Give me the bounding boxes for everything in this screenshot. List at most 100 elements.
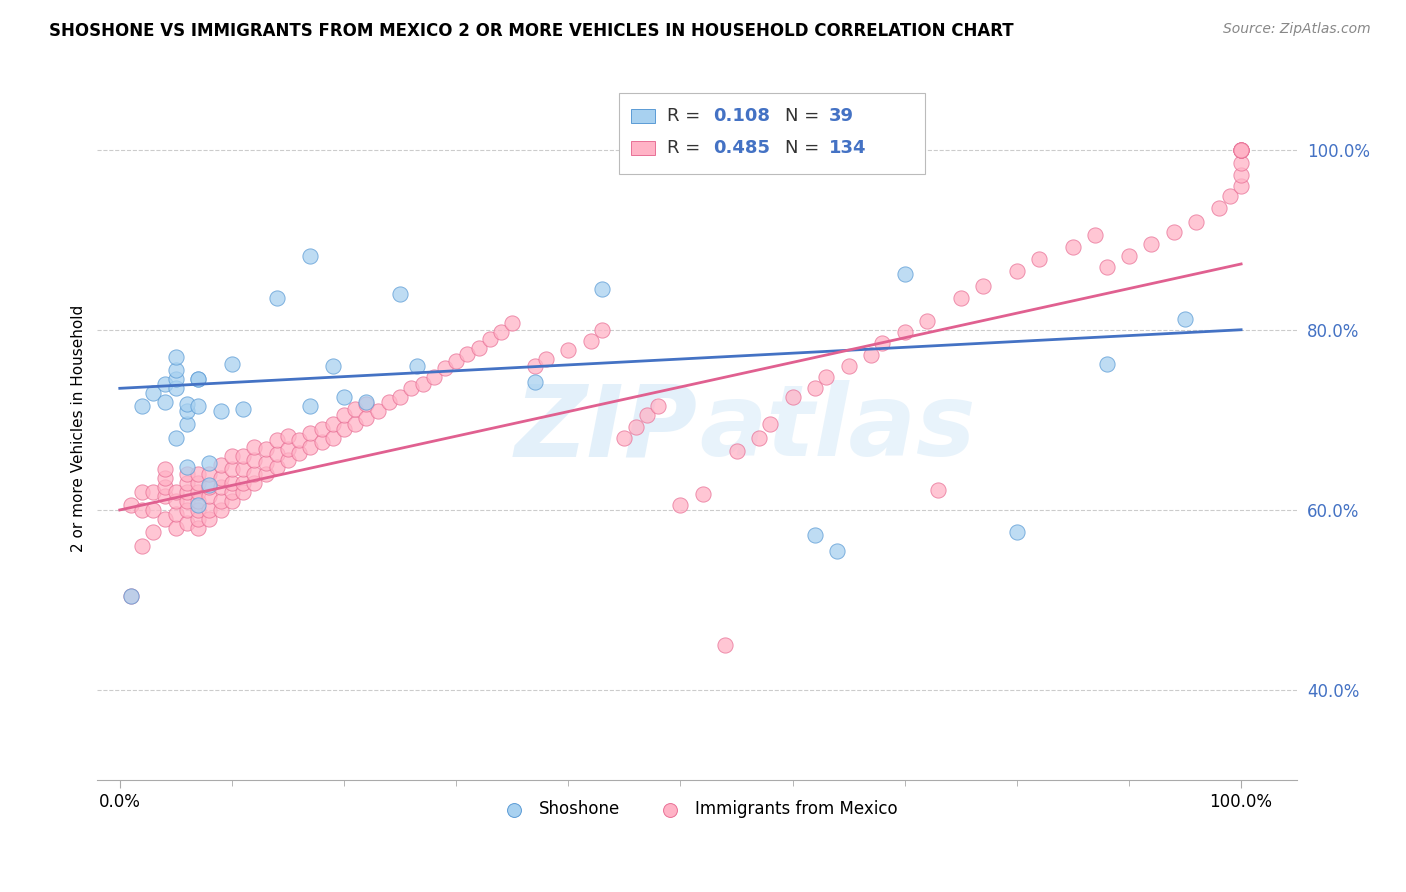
Point bbox=[647, 400, 669, 414]
Point bbox=[153, 394, 176, 409]
Point bbox=[1095, 357, 1118, 371]
Point bbox=[523, 375, 546, 389]
FancyBboxPatch shape bbox=[619, 93, 925, 174]
Point bbox=[782, 390, 804, 404]
Point bbox=[1185, 214, 1208, 228]
Point bbox=[277, 442, 299, 456]
Point bbox=[221, 494, 243, 508]
Legend: Shoshone, Immigrants from Mexico: Shoshone, Immigrants from Mexico bbox=[491, 793, 904, 825]
Point bbox=[266, 433, 288, 447]
Point bbox=[636, 409, 658, 423]
Point bbox=[1219, 189, 1241, 203]
Point bbox=[176, 417, 198, 432]
Point bbox=[613, 431, 636, 445]
Point bbox=[243, 467, 266, 481]
Point bbox=[299, 400, 322, 414]
Point bbox=[232, 449, 254, 463]
Point bbox=[142, 385, 165, 400]
Point bbox=[433, 360, 456, 375]
Point bbox=[692, 487, 714, 501]
Text: 134: 134 bbox=[830, 139, 866, 157]
Point bbox=[333, 409, 356, 423]
Point bbox=[591, 323, 613, 337]
Point bbox=[131, 503, 153, 517]
Point bbox=[838, 359, 860, 373]
Point bbox=[860, 348, 883, 362]
Point bbox=[333, 390, 356, 404]
Point bbox=[669, 499, 692, 513]
Point bbox=[243, 475, 266, 490]
Point bbox=[827, 543, 849, 558]
Point bbox=[165, 372, 187, 386]
Point bbox=[187, 521, 209, 535]
Point bbox=[266, 447, 288, 461]
Point bbox=[221, 449, 243, 463]
Point bbox=[221, 485, 243, 500]
Point bbox=[232, 462, 254, 476]
Point bbox=[1230, 178, 1253, 193]
Text: 0.108: 0.108 bbox=[713, 107, 770, 125]
Point bbox=[1005, 264, 1028, 278]
Point bbox=[153, 480, 176, 494]
Point bbox=[624, 420, 647, 434]
Text: atlas: atlas bbox=[700, 380, 976, 477]
Point bbox=[209, 471, 232, 485]
Point bbox=[120, 589, 142, 603]
Point bbox=[288, 433, 311, 447]
Point bbox=[1174, 312, 1197, 326]
Point bbox=[288, 446, 311, 460]
Point bbox=[209, 404, 232, 418]
Point bbox=[333, 422, 356, 436]
Point bbox=[176, 485, 198, 500]
Point bbox=[254, 467, 277, 481]
Point bbox=[187, 512, 209, 526]
Point bbox=[893, 267, 915, 281]
Bar bbox=[631, 141, 655, 154]
Point bbox=[1005, 525, 1028, 540]
Point bbox=[131, 400, 153, 414]
Point bbox=[1140, 237, 1163, 252]
Point bbox=[748, 431, 770, 445]
Point bbox=[165, 494, 187, 508]
Point bbox=[176, 494, 198, 508]
Point bbox=[209, 503, 232, 517]
Point bbox=[198, 503, 221, 517]
Point bbox=[356, 411, 378, 425]
Text: ZIP: ZIP bbox=[515, 380, 697, 477]
Point bbox=[131, 485, 153, 500]
Point bbox=[176, 475, 198, 490]
Point bbox=[153, 376, 176, 391]
Point bbox=[153, 462, 176, 476]
Point bbox=[232, 475, 254, 490]
Point bbox=[579, 334, 602, 348]
Point bbox=[254, 442, 277, 456]
Point bbox=[187, 467, 209, 481]
Point bbox=[187, 475, 209, 490]
Point bbox=[725, 444, 748, 458]
Point bbox=[142, 525, 165, 540]
Text: N =: N = bbox=[785, 139, 825, 157]
Point bbox=[1208, 201, 1230, 215]
Point bbox=[299, 426, 322, 441]
Point bbox=[221, 462, 243, 476]
Point bbox=[378, 394, 401, 409]
Point bbox=[165, 363, 187, 377]
Point bbox=[804, 528, 827, 542]
Text: N =: N = bbox=[785, 107, 825, 125]
Point bbox=[401, 381, 423, 395]
Point bbox=[209, 494, 232, 508]
Point bbox=[815, 369, 838, 384]
Point bbox=[311, 435, 333, 450]
Point bbox=[356, 397, 378, 411]
Point bbox=[221, 475, 243, 490]
Point bbox=[501, 316, 523, 330]
Point bbox=[198, 480, 221, 494]
Point bbox=[176, 404, 198, 418]
Point bbox=[927, 483, 949, 497]
Point bbox=[714, 638, 737, 652]
Point bbox=[322, 359, 344, 373]
Point bbox=[1230, 156, 1253, 170]
Point bbox=[165, 485, 187, 500]
Text: 0.485: 0.485 bbox=[713, 139, 770, 157]
Point bbox=[893, 325, 915, 339]
